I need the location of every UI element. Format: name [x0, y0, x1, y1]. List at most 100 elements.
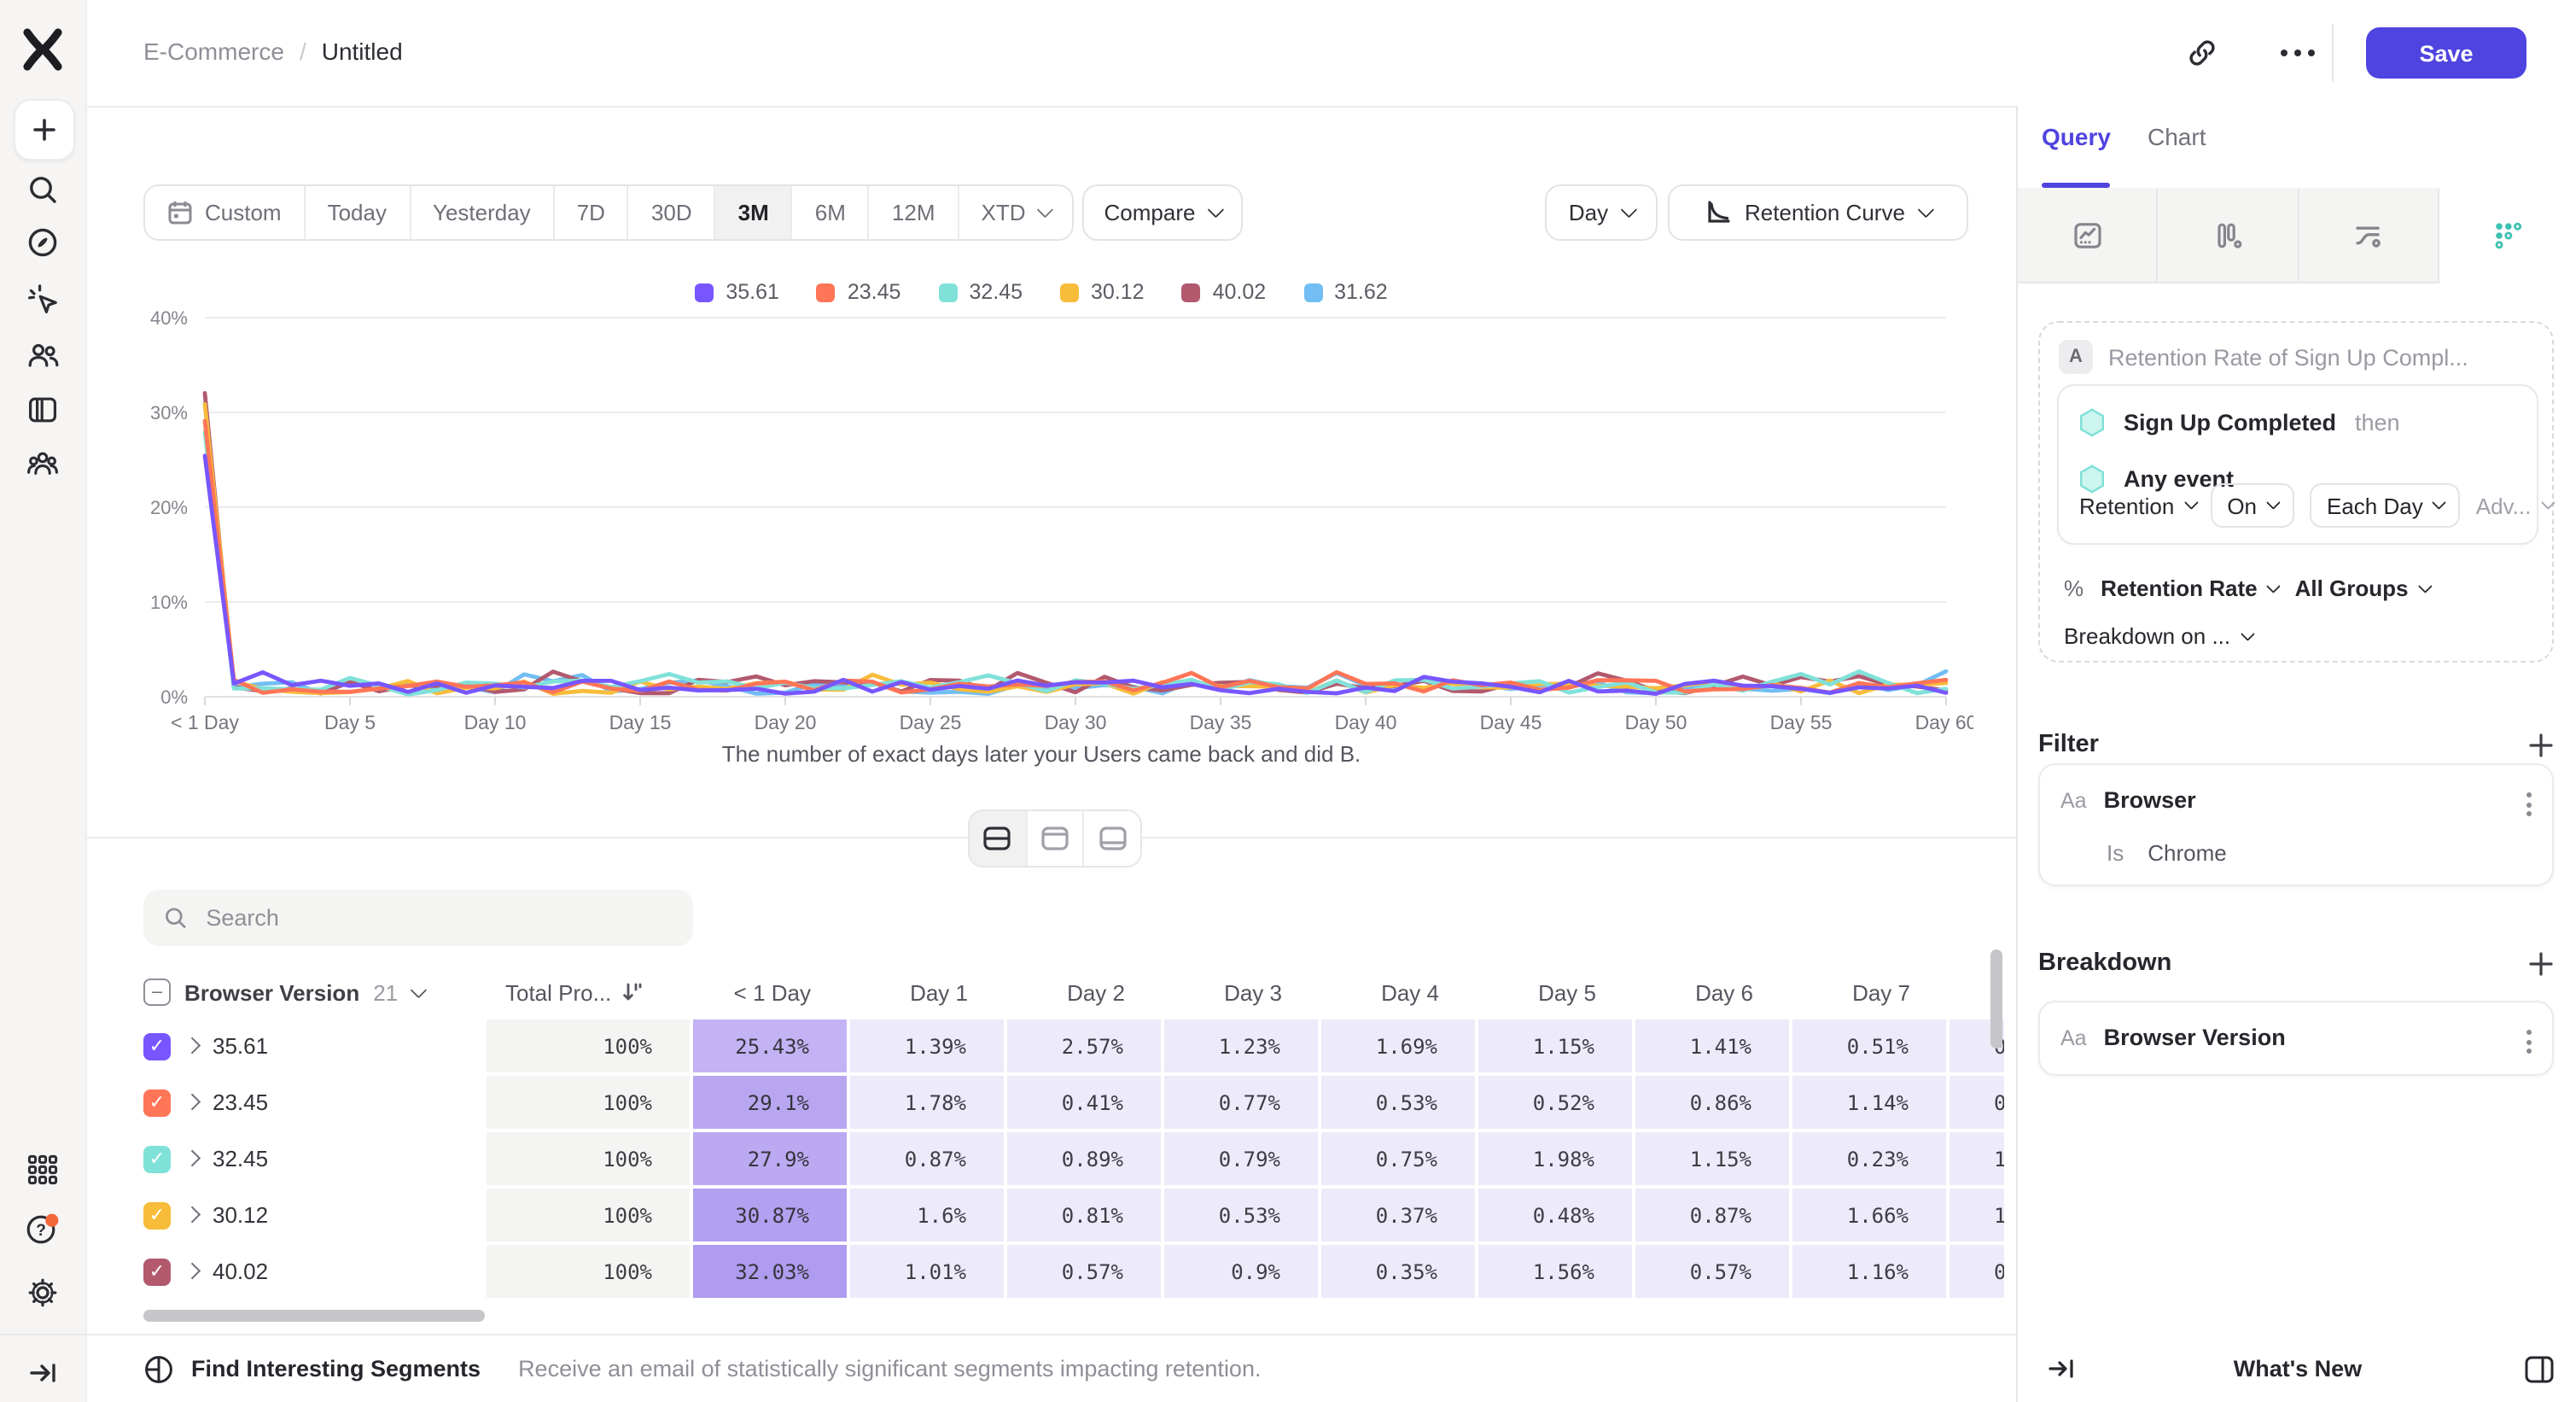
- event-row-a[interactable]: Sign Up Completed then: [2059, 400, 2537, 444]
- day-cell[interactable]: 1.15%: [1477, 1018, 1634, 1074]
- day-cell[interactable]: 0.23%: [1791, 1130, 1948, 1187]
- layout-chart-bottom-button[interactable]: [1084, 811, 1140, 866]
- range-6m[interactable]: 6M: [792, 186, 870, 239]
- collapse-panel-icon[interactable]: [2047, 1354, 2076, 1383]
- day-column-header[interactable]: Day 5: [1538, 979, 1596, 1005]
- horizontal-scrollbar[interactable]: [143, 1310, 485, 1322]
- mixpanel-logo-icon[interactable]: [20, 26, 65, 73]
- boards-icon[interactable]: [14, 384, 72, 435]
- legend-item[interactable]: 32.45: [938, 280, 1023, 304]
- tab-chart[interactable]: Chart: [2148, 123, 2206, 150]
- side-panel-icon[interactable]: [2525, 1355, 2554, 1382]
- create-new-button[interactable]: [14, 99, 75, 161]
- expand-row-icon[interactable]: [184, 1263, 200, 1280]
- compare-button[interactable]: Compare: [1082, 184, 1243, 241]
- day-cell[interactable]: 0.51%: [1791, 1018, 1948, 1074]
- series-line-32.45[interactable]: [202, 429, 1949, 697]
- day-cell[interactable]: 0.53%: [1320, 1074, 1477, 1130]
- settings-gear-icon[interactable]: [14, 1267, 72, 1318]
- search-nav-icon[interactable]: [14, 164, 72, 215]
- day-cell[interactable]: 1.69%: [1320, 1018, 1477, 1074]
- row-checkbox[interactable]: ✓: [143, 1258, 171, 1285]
- series-line-40.02[interactable]: [202, 391, 1949, 696]
- add-filter-icon[interactable]: [2528, 732, 2554, 757]
- report-type-retention-icon[interactable]: [2439, 188, 2576, 283]
- apps-grid-icon[interactable]: [14, 1144, 72, 1195]
- filter-value[interactable]: Chrome: [2148, 840, 2227, 866]
- day-cell[interactable]: 0.81%: [1005, 1187, 1163, 1243]
- day-cell[interactable]: 0.77%: [1163, 1074, 1320, 1130]
- breadcrumb-report[interactable]: Untitled: [321, 38, 403, 65]
- day-cell[interactable]: 1.98%: [1477, 1130, 1634, 1187]
- add-breakdown-icon[interactable]: [2528, 950, 2554, 976]
- copy-link-icon[interactable]: [2187, 38, 2218, 68]
- select-all-checkbox[interactable]: –: [143, 978, 171, 1006]
- total-header[interactable]: Total Pro...: [485, 967, 691, 1018]
- filter-operator[interactable]: Is: [2107, 840, 2124, 866]
- retention-line-chart[interactable]: 0% 10% 20% 30% 40% < 1 Day Day 5 Day 10 Day 15 Da…: [96, 304, 1973, 734]
- day-cell[interactable]: 1.56%: [1477, 1243, 1634, 1300]
- expand-row-icon[interactable]: [184, 1094, 200, 1111]
- range-today[interactable]: Today: [305, 186, 411, 239]
- legend-item[interactable]: 30.12: [1060, 280, 1145, 304]
- expand-row-icon[interactable]: [184, 1037, 200, 1054]
- day-cell[interactable]: 1.14%: [1791, 1074, 1948, 1130]
- cohorts-icon[interactable]: [14, 437, 72, 488]
- legend-item[interactable]: 35.61: [695, 280, 779, 304]
- whats-new-link[interactable]: What's New: [2233, 1356, 2363, 1382]
- day-cell[interactable]: 1.39%: [848, 1018, 1005, 1074]
- range-yesterday[interactable]: Yesterday: [411, 186, 555, 239]
- day-cell[interactable]: 0.79%: [1163, 1130, 1320, 1187]
- layout-split-button[interactable]: [970, 811, 1028, 866]
- day-cell[interactable]: 1.6%: [848, 1187, 1005, 1243]
- breakdown-on-dropdown[interactable]: Breakdown on ...: [2064, 623, 2255, 649]
- legend-item[interactable]: 23.45: [816, 280, 900, 304]
- row-checkbox[interactable]: ✓: [143, 1201, 171, 1229]
- day-cell[interactable]: 1.23%: [1163, 1018, 1320, 1074]
- filter-property[interactable]: Browser: [2103, 787, 2196, 813]
- series-line-35.61[interactable]: [202, 453, 1949, 697]
- events-cursor-icon[interactable]: [14, 273, 72, 324]
- groups-dropdown[interactable]: All Groups: [2295, 575, 2433, 601]
- granularity-button[interactable]: Day: [1545, 184, 1658, 241]
- day-cell[interactable]: 0.87%: [1634, 1187, 1791, 1243]
- metric-dropdown[interactable]: Retention Rate: [2101, 575, 2282, 601]
- advanced-dropdown[interactable]: Adv...: [2476, 493, 2556, 518]
- vertical-scrollbar[interactable]: [1990, 949, 2002, 1049]
- first-day-cell[interactable]: 27.9%: [691, 1130, 848, 1187]
- explore-compass-icon[interactable]: [14, 217, 72, 268]
- row-checkbox[interactable]: ✓: [143, 1089, 171, 1116]
- retention-type-dropdown[interactable]: Retention: [2079, 493, 2199, 518]
- first-day-cell[interactable]: 29.1%: [691, 1074, 848, 1130]
- help-icon[interactable]: ?: [14, 1204, 72, 1255]
- day-column-header[interactable]: Day 7: [1852, 979, 1910, 1005]
- legend-item[interactable]: 31.62: [1303, 280, 1388, 304]
- first-day-cell[interactable]: 25.43%: [691, 1018, 848, 1074]
- row-checkbox[interactable]: ✓: [143, 1032, 171, 1060]
- day-column-header[interactable]: < 1 Day: [733, 979, 811, 1005]
- day-cell[interactable]: 0.57%: [1634, 1243, 1791, 1300]
- users-icon[interactable]: [14, 330, 72, 381]
- day-cell[interactable]: 0.35%: [1320, 1243, 1477, 1300]
- day-cell[interactable]: 1.78%: [848, 1074, 1005, 1130]
- breadcrumb-workspace[interactable]: E-Commerce: [143, 38, 284, 65]
- legend-item[interactable]: 40.02: [1181, 280, 1266, 304]
- day-cell[interactable]: 0.41%: [1005, 1074, 1163, 1130]
- day-cell[interactable]: 0.57%: [1005, 1243, 1163, 1300]
- day-cell[interactable]: 0.87%: [848, 1130, 1005, 1187]
- day-cell[interactable]: 1.15%: [1634, 1130, 1791, 1187]
- day-cell[interactable]: 0.37%: [1320, 1187, 1477, 1243]
- day-cell[interactable]: 1.41%: [1634, 1018, 1791, 1074]
- day-cell[interactable]: 0.9%: [1163, 1243, 1320, 1300]
- day-column-header[interactable]: Day 4: [1381, 979, 1439, 1005]
- chart-type-button[interactable]: Retention Curve: [1668, 184, 1968, 241]
- on-dropdown[interactable]: On: [2210, 483, 2294, 528]
- day-cell[interactable]: 0.89%: [1005, 1130, 1163, 1187]
- day-column-header[interactable]: Day 2: [1067, 979, 1125, 1005]
- filter-kebab-icon[interactable]: [2520, 786, 2538, 823]
- day-cell[interactable]: 1.66%: [1791, 1187, 1948, 1243]
- day-cell[interactable]: 1.16%: [1791, 1243, 1948, 1300]
- report-type-flows-icon[interactable]: [2299, 188, 2439, 283]
- report-type-funnels-icon[interactable]: [2158, 188, 2299, 283]
- report-type-insights-icon[interactable]: [2018, 188, 2159, 283]
